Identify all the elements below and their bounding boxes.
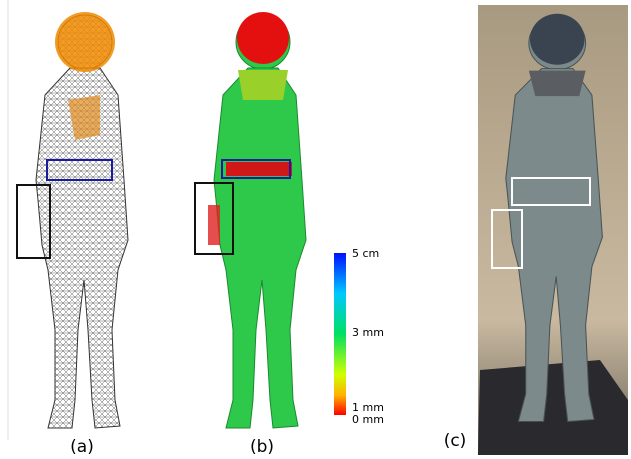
page: {"panels": [{"label": "(a)"}, {"label": … xyxy=(0,0,631,459)
colorbar-label: 0 mm xyxy=(352,413,384,426)
colorbar-gradient xyxy=(334,253,346,415)
colorbar-label: 5 cm xyxy=(352,247,379,260)
figure: (a) (b) 5 cm 3 mm 1 mm 0 mm (c) xyxy=(0,0,631,459)
panel-b: (b) xyxy=(195,12,306,457)
panel-label: (a) xyxy=(70,437,94,457)
colorbar: 5 cm 3 mm 1 mm 0 mm xyxy=(334,247,384,426)
panel-a: (a) xyxy=(8,0,128,457)
panel-c: (c) xyxy=(444,5,628,455)
panel-label: (b) xyxy=(250,437,274,457)
panel-label: (c) xyxy=(444,431,467,451)
colorbar-label: 3 mm xyxy=(352,326,384,339)
